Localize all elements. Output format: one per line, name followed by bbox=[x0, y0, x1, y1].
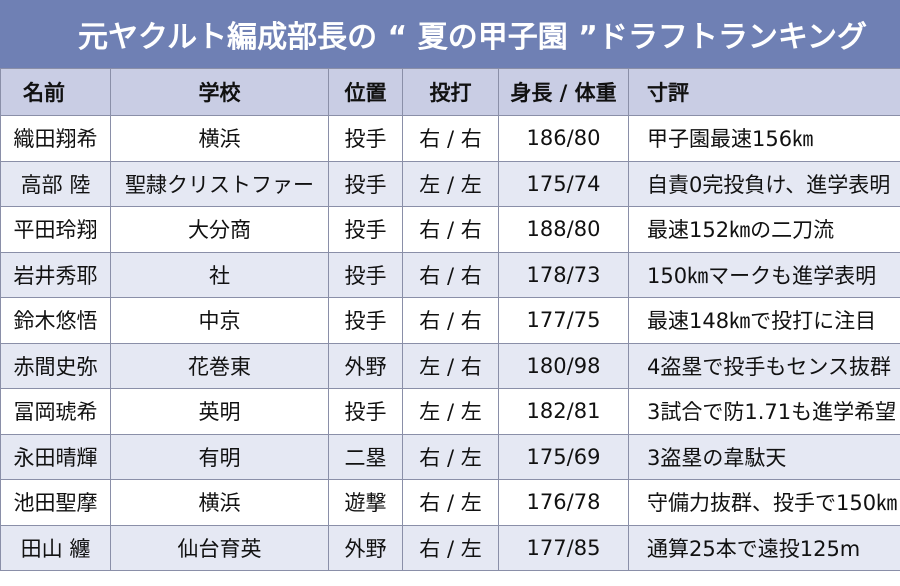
table-cell: 投手 bbox=[328, 206, 403, 253]
table-cell: 右 / 右 bbox=[402, 206, 499, 253]
table-cell: 投手 bbox=[328, 388, 403, 435]
table-cell: 大分商 bbox=[110, 206, 329, 253]
table-cell: 自責0完投負け、進学表明 bbox=[628, 160, 900, 207]
table-cell: 池田聖摩 bbox=[0, 479, 111, 526]
table-row: 平田玲翔 大分商 投手右 / 右 188/80 最速152㎞の二刀流 bbox=[0, 206, 900, 253]
table-cell: 通算25本で遠投125m bbox=[628, 524, 900, 571]
table-cell: 右 / 左 bbox=[402, 479, 499, 526]
table-cell: 左 / 左 bbox=[402, 388, 499, 435]
column-header: 寸評 bbox=[628, 68, 900, 116]
table-cell: 投手 bbox=[328, 297, 403, 344]
column-header: 位置 bbox=[328, 68, 403, 116]
table-row: 高部 陸聖隷クリストファー 投手左 / 左 175/74 自責0完投負け、進学表明 bbox=[0, 160, 900, 207]
table-cell: 右 / 左 bbox=[402, 524, 499, 571]
table-cell: 右 / 右 bbox=[402, 297, 499, 344]
table-cell: 176/78 bbox=[498, 479, 629, 526]
table-cell: 182/81 bbox=[498, 388, 629, 435]
table-cell: 冨岡琥希 bbox=[0, 388, 111, 435]
table-cell: 平田玲翔 bbox=[0, 206, 111, 253]
table-row: 岩井秀耶社投手右 / 右 178/73 150㎞マークも進学表明 bbox=[0, 251, 900, 298]
table-cell: 最速148㎞で投打に注目 bbox=[628, 297, 900, 344]
table-cell: 左 / 左 bbox=[402, 160, 499, 207]
table-cell: 175/69 bbox=[498, 433, 629, 480]
table-cell: 177/75 bbox=[498, 297, 629, 344]
table-cell: 右 / 左 bbox=[402, 433, 499, 480]
table-cell: 中京 bbox=[110, 297, 329, 344]
table-cell: 英明 bbox=[110, 388, 329, 435]
table-cell: 甲子園最速156㎞ bbox=[628, 115, 900, 162]
table-cell: 175/74 bbox=[498, 160, 629, 207]
table-cell: 最速152㎞の二刀流 bbox=[628, 206, 900, 253]
table-row: 田山 纏仙台育英 外野右 / 左 177/85 通算25本で遠投125m bbox=[0, 524, 900, 571]
table-cell: 仙台育英 bbox=[110, 524, 329, 571]
column-header: 身長 / 体重 bbox=[498, 68, 629, 116]
table-cell: 有明 bbox=[110, 433, 329, 480]
table-cell: 180/98 bbox=[498, 342, 629, 389]
table-cell: 150㎞マークも進学表明 bbox=[628, 251, 900, 298]
table-cell: 177/85 bbox=[498, 524, 629, 571]
table-cell: 聖隷クリストファー bbox=[110, 160, 329, 207]
table-row: 池田聖摩 横浜 遊撃右 / 左 176/78 守備力抜群、投手で150㎞ bbox=[0, 479, 900, 526]
table-cell: 4盗塁で投手もセンス抜群 bbox=[628, 342, 900, 389]
table-row: 鈴木悠悟 中京 投手右 / 右 177/75 最速148㎞で投打に注目 bbox=[0, 297, 900, 344]
table-cell: 田山 纏 bbox=[0, 524, 111, 571]
table-cell: 右 / 右 bbox=[402, 251, 499, 298]
table-cell: 二塁 bbox=[328, 433, 403, 480]
table-cell: 186/80 bbox=[498, 115, 629, 162]
table-row: 赤間史弥 花巻東 外野左 / 右 180/98 4盗塁で投手もセンス抜群 bbox=[0, 342, 900, 389]
ranking-table: 名前 学校 位置 投打 身長 / 体重 寸評 織田翔希 横浜 投手右 / 右 186/80 甲子園… bbox=[0, 68, 900, 571]
table-cell: 花巻東 bbox=[110, 342, 329, 389]
column-header: 学校 bbox=[110, 68, 329, 116]
table-cell: 横浜 bbox=[110, 115, 329, 162]
table-cell: 188/80 bbox=[498, 206, 629, 253]
table-cell: 3盗塁の韋駄天 bbox=[628, 433, 900, 480]
table-cell: 赤間史弥 bbox=[0, 342, 111, 389]
table-cell: 投手 bbox=[328, 115, 403, 162]
table-cell: 外野 bbox=[328, 524, 403, 571]
table-cell: 岩井秀耶 bbox=[0, 251, 111, 298]
table-cell: 178/73 bbox=[498, 251, 629, 298]
table-cell: 守備力抜群、投手で150㎞ bbox=[628, 479, 900, 526]
table-cell: 3試合で防1.71も進学希望 bbox=[628, 388, 900, 435]
table-cell: 高部 陸 bbox=[0, 160, 111, 207]
table-cell: 右 / 右 bbox=[402, 115, 499, 162]
table-cell: 投手 bbox=[328, 251, 403, 298]
table-row: 冨岡琥希 英明 投手左 / 左 182/81 3試合で防1.71も進学希望 bbox=[0, 388, 900, 435]
table-cell: 鈴木悠悟 bbox=[0, 297, 111, 344]
table-cell: 社 bbox=[110, 251, 329, 298]
title-bar: 元ヤクルト編成部長の “ 夏の甲子園 ”ドラフトランキング bbox=[0, 0, 900, 68]
table-row: 織田翔希 横浜 投手右 / 右 186/80 甲子園最速156㎞ bbox=[0, 115, 900, 162]
table-cell: 永田晴輝 bbox=[0, 433, 111, 480]
header-row: 名前 学校 位置 投打 身長 / 体重 寸評 bbox=[0, 68, 900, 116]
table-cell: 横浜 bbox=[110, 479, 329, 526]
column-header: 投打 bbox=[402, 68, 499, 116]
table-row: 永田晴輝 有明 二塁右 / 左 175/69 3盗塁の韋駄天 bbox=[0, 433, 900, 480]
table-cell: 投手 bbox=[328, 160, 403, 207]
table-cell: 左 / 右 bbox=[402, 342, 499, 389]
column-header: 名前 bbox=[0, 68, 111, 116]
table-cell: 遊撃 bbox=[328, 479, 403, 526]
table-cell: 織田翔希 bbox=[0, 115, 111, 162]
table-cell: 外野 bbox=[328, 342, 403, 389]
